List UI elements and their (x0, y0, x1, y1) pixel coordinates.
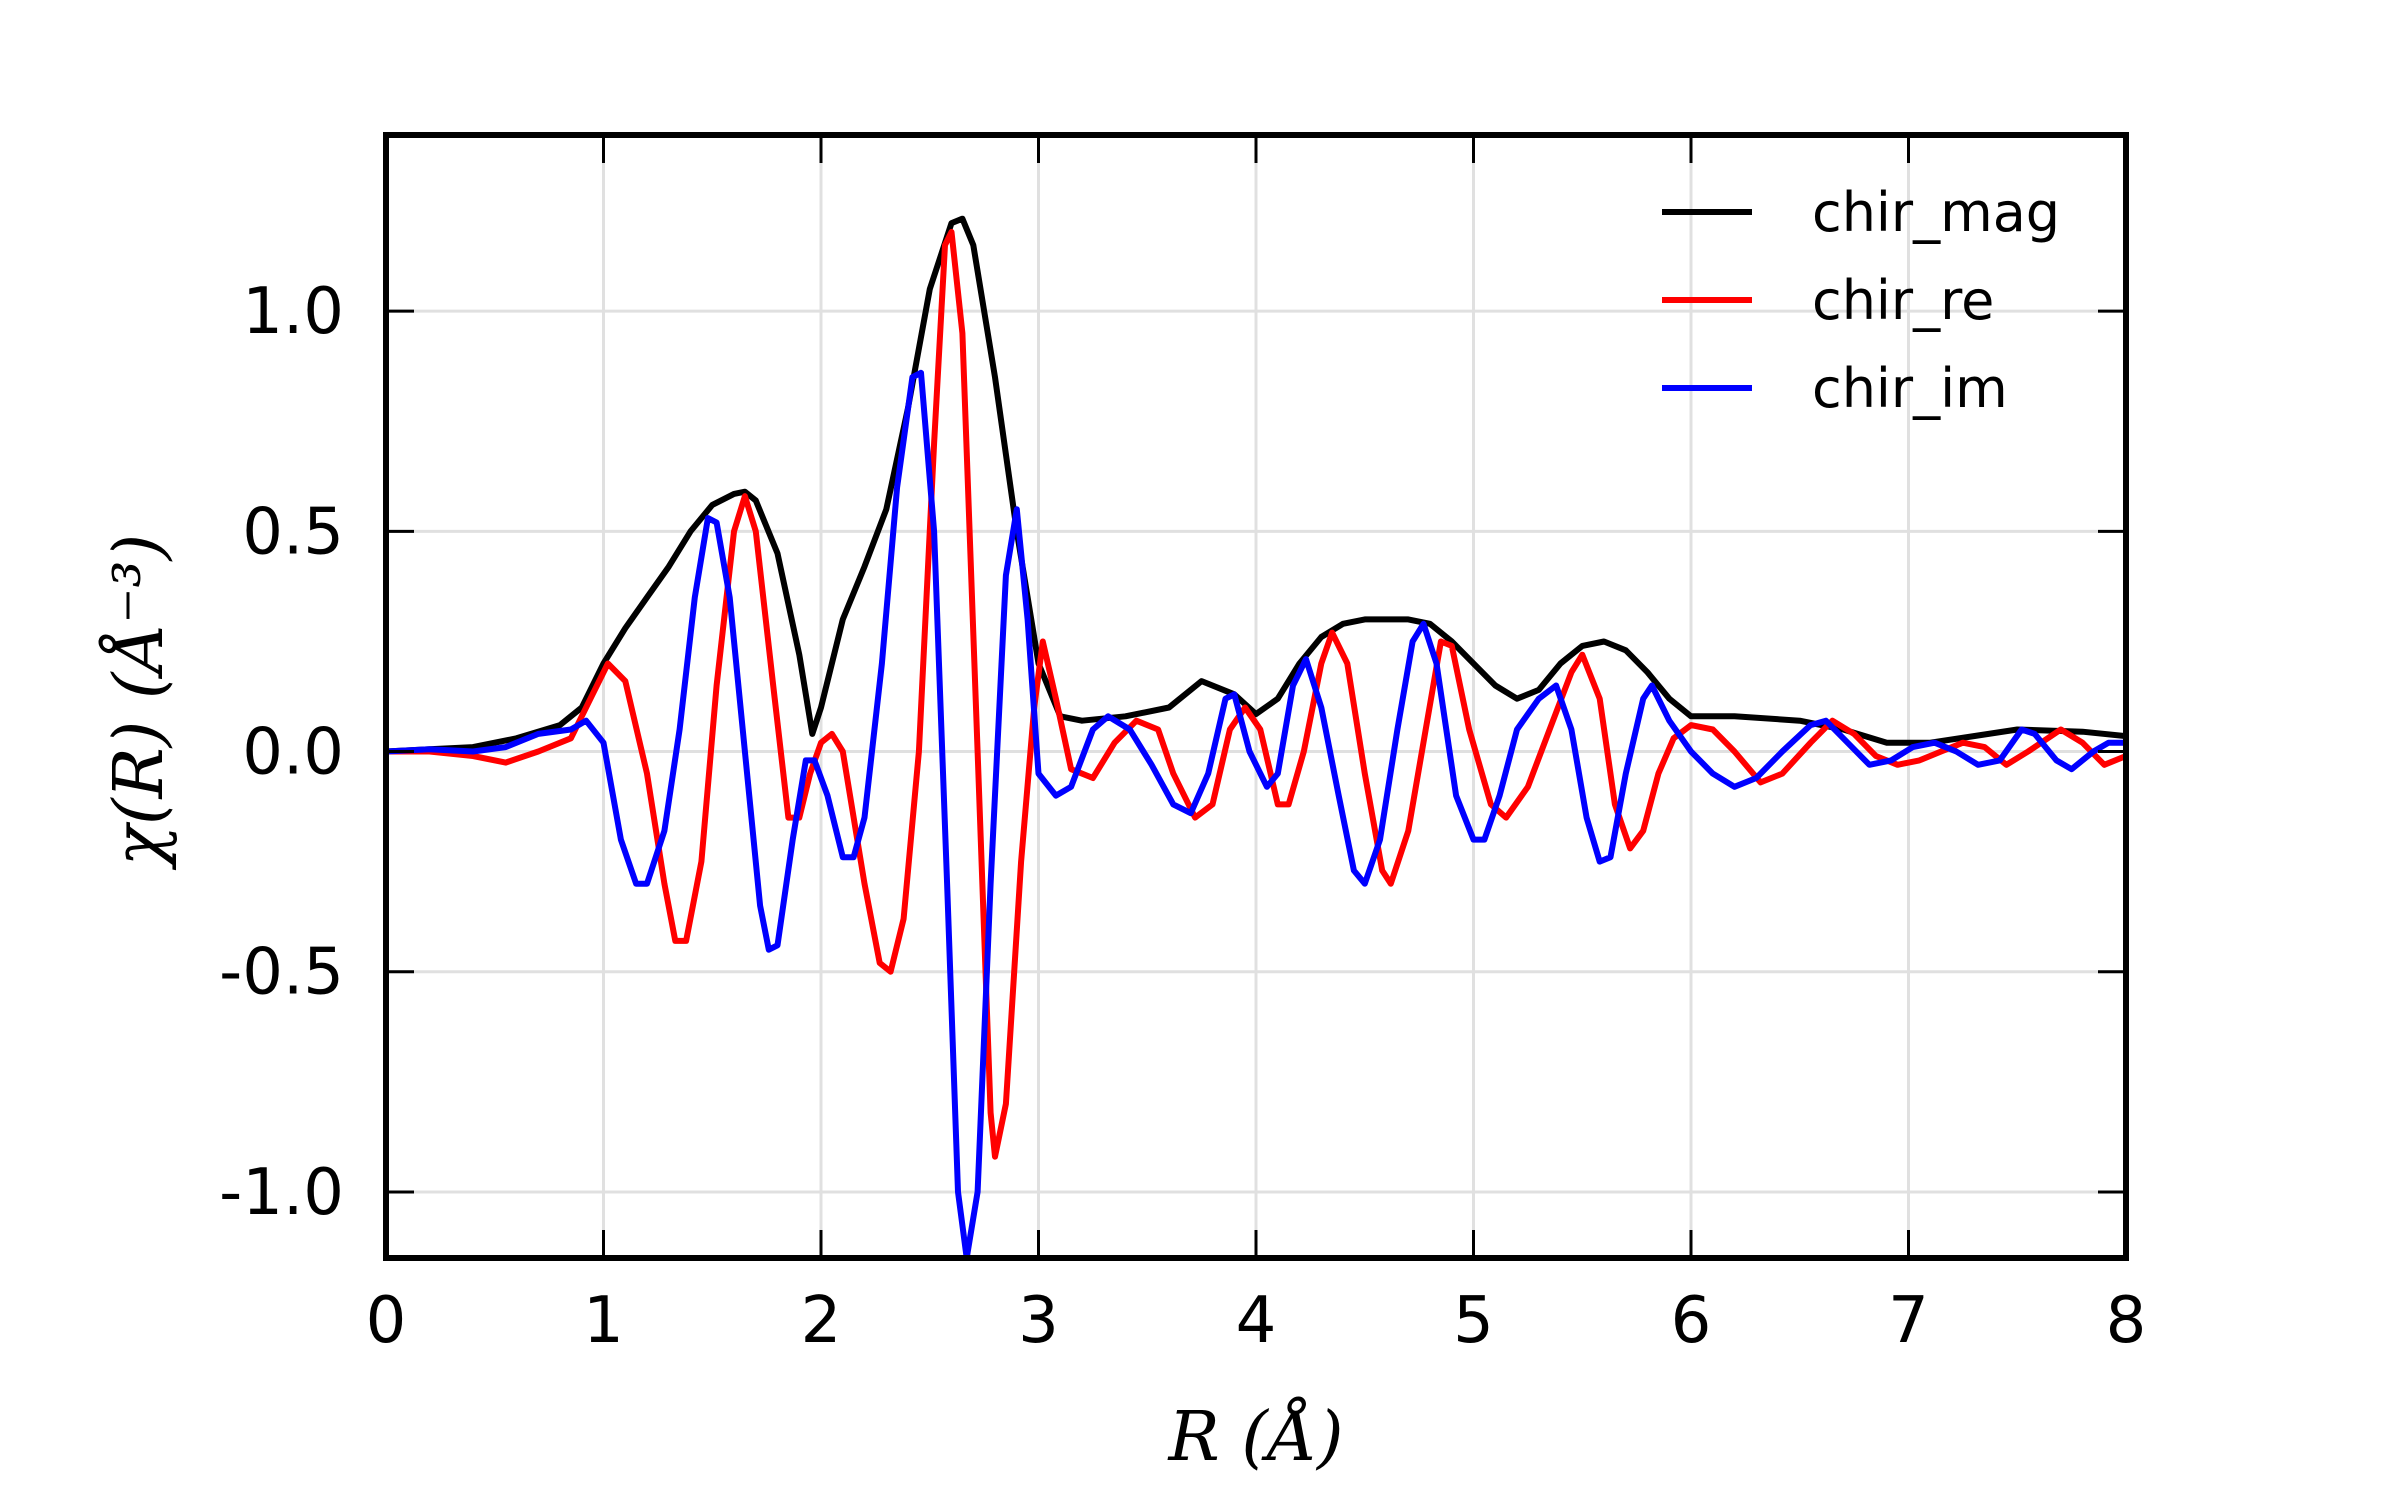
x-tick-label: 4 (1236, 1284, 1277, 1358)
x-tick-label: 6 (1671, 1284, 1712, 1358)
y-tick-label: -1.0 (219, 1156, 344, 1230)
legend-label-chir-im: chir_im (1812, 357, 2008, 420)
x-tick-label: 5 (1453, 1284, 1494, 1358)
legend-label-chir-re: chir_re (1812, 269, 1994, 332)
grid (386, 135, 2126, 1258)
legend: chir_mag chir_re chir_im (1662, 181, 2060, 420)
x-axis-label: R (Å) (1167, 1397, 1344, 1477)
tick-labels: 0 1 2 3 4 5 6 7 8 -1.0 -0.5 0.0 0.5 1.0 (219, 275, 2146, 1358)
x-tick-label: 7 (1888, 1284, 1929, 1358)
series-line-chir-im (386, 369, 2126, 1258)
y-tick-label: 0.5 (242, 495, 344, 569)
series-line-chir-mag (386, 215, 2126, 755)
x-tick-label: 0 (366, 1284, 407, 1358)
y-axis-label: χ(R) (Å⁻³) (99, 534, 179, 870)
y-tick-label: 0.0 (242, 716, 344, 790)
series-line-chir-re (386, 228, 2126, 1160)
legend-label-chir-mag: chir_mag (1812, 181, 2060, 244)
x-tick-label: 2 (801, 1284, 842, 1358)
y-tick-label: 1.0 (242, 275, 344, 349)
x-tick-label: 8 (2106, 1284, 2147, 1358)
y-tick-label: -0.5 (219, 936, 344, 1010)
x-tick-label: 1 (583, 1284, 624, 1358)
series-group (386, 215, 2126, 1258)
ticks (384, 135, 2128, 1258)
x-tick-label: 3 (1018, 1284, 1059, 1358)
